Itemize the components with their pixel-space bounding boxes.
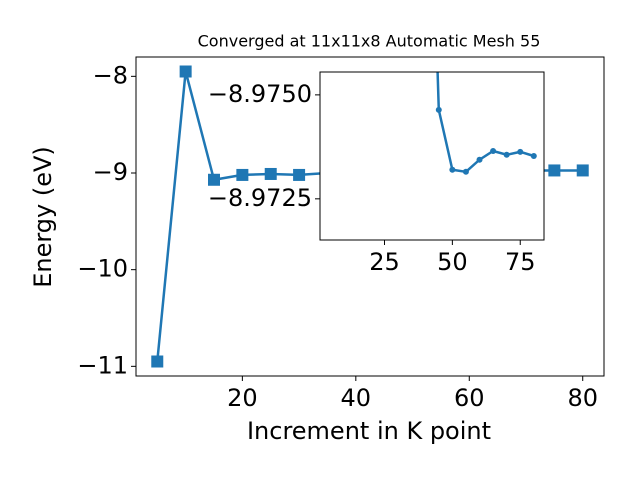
axes-frame <box>135 56 605 377</box>
inset-background <box>320 72 544 240</box>
y-tick-label: −8.9750 <box>208 80 312 108</box>
y-tick-label: −8.9725 <box>208 184 312 212</box>
plot-area <box>435 72 537 175</box>
x-tick-label: 40 <box>341 384 372 412</box>
marker <box>264 167 277 180</box>
marker <box>517 148 524 155</box>
marker <box>462 168 469 175</box>
x-tick-label: 25 <box>369 248 400 276</box>
y-axis-label: Energy (eV) <box>29 146 57 288</box>
marker <box>435 106 442 113</box>
y-tick-label: −8 <box>93 61 128 89</box>
y-tick-label: −9 <box>93 158 128 186</box>
x-tick-label: 60 <box>454 384 485 412</box>
marker <box>208 173 220 186</box>
marker <box>503 151 510 158</box>
x-tick-label: 20 <box>227 384 258 412</box>
marker <box>548 164 561 177</box>
marker <box>151 355 164 368</box>
marker <box>293 168 306 181</box>
y-tick-label: −11 <box>77 351 128 379</box>
axes-frame <box>319 71 545 241</box>
x-tick-label: 80 <box>567 384 598 412</box>
x-tick-label: 50 <box>437 248 468 276</box>
marker <box>490 148 497 155</box>
y-tick-label: −10 <box>77 255 128 283</box>
x-axis-label: Increment in K point <box>247 417 491 445</box>
marker <box>576 164 589 177</box>
chart-title: Converged at 11x11x8 Automatic Mesh 55 <box>198 32 541 51</box>
marker <box>530 153 537 159</box>
marker <box>236 168 249 181</box>
marker <box>449 166 456 173</box>
marker <box>179 65 192 78</box>
marker <box>476 156 483 163</box>
x-tick-label: 75 <box>505 248 536 276</box>
